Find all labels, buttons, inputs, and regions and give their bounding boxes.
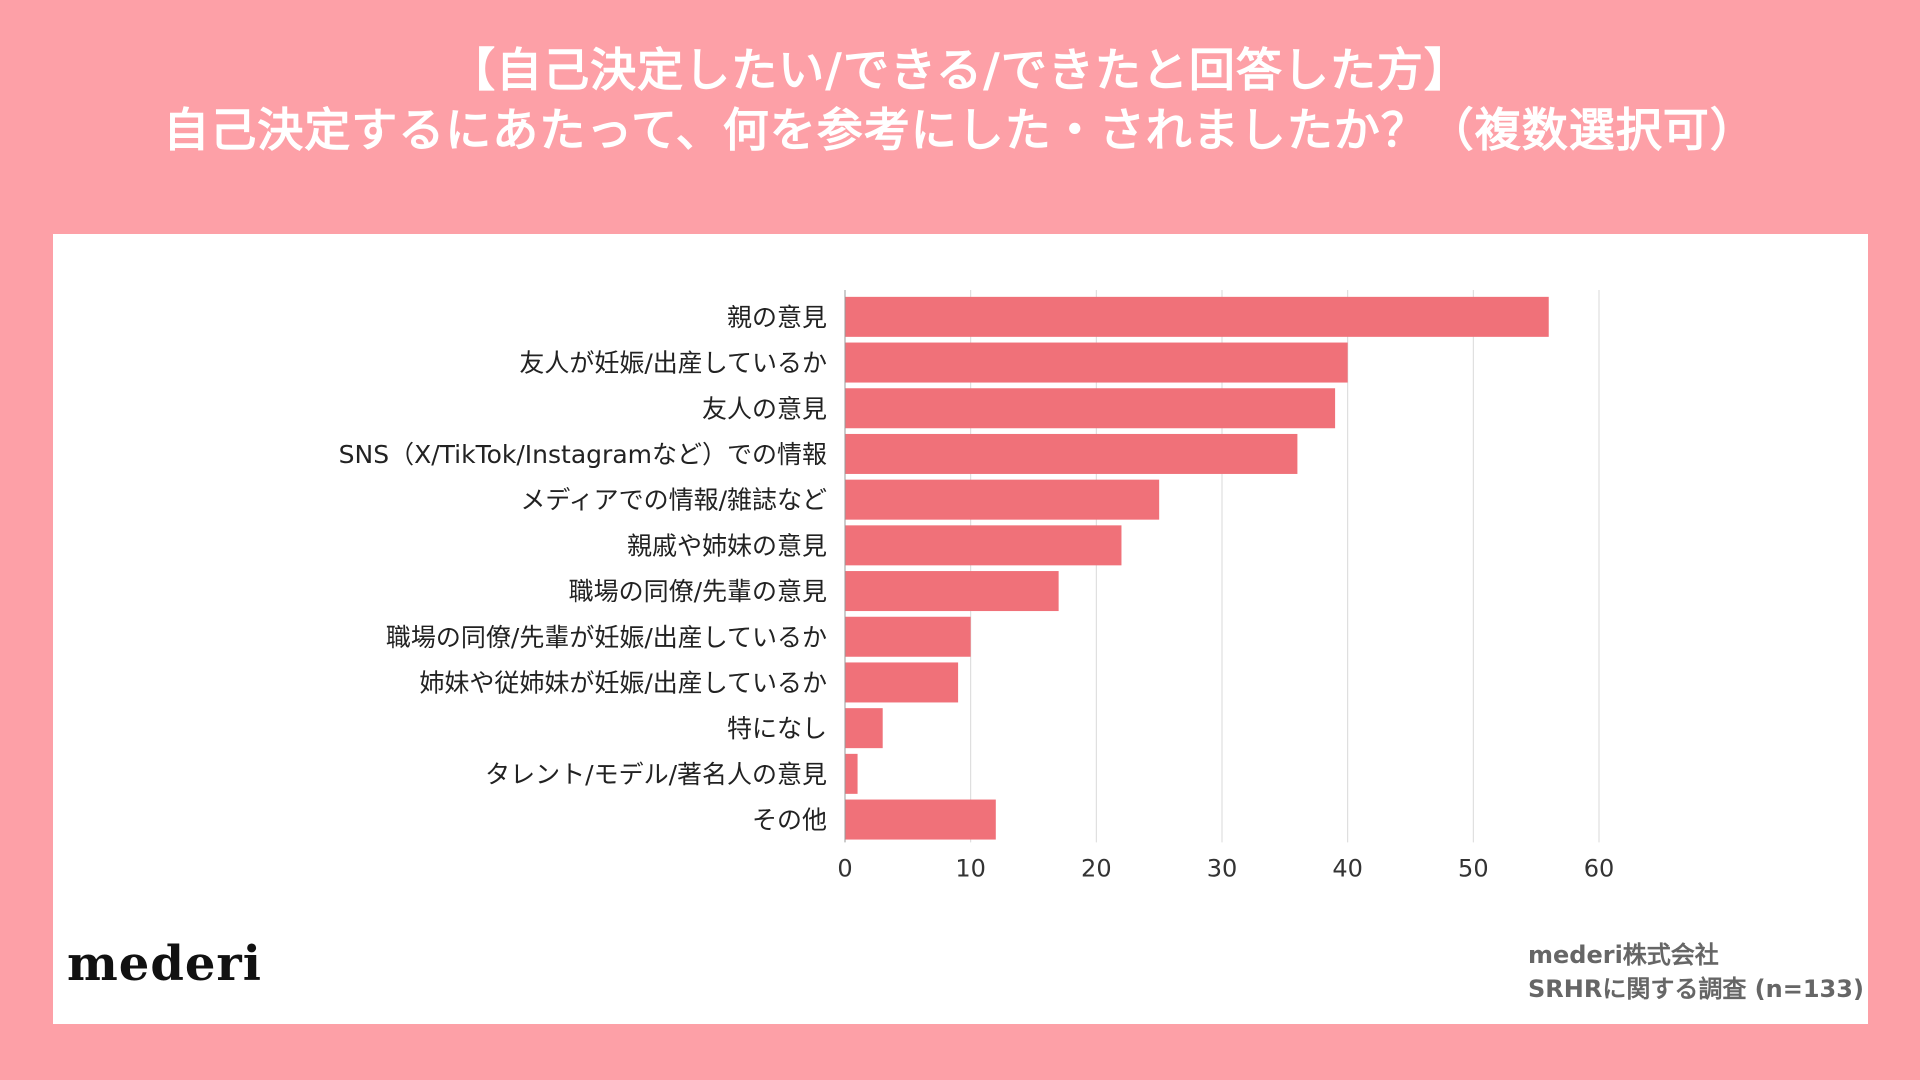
category-label: その他 [752, 806, 827, 835]
bar [845, 296, 1549, 337]
x-tick-label: 0 [837, 854, 852, 882]
title-line-2: 自己決定するにあたって、何を参考にした・されましたか？（複数選択可） [163, 103, 1757, 157]
category-label: 友人が妊娠/出産しているか [519, 349, 827, 378]
category-label: 職場の同僚/先輩が妊娠/出産しているか [386, 623, 827, 652]
source-credit: mederi株式会社 SRHRに関する調査 (n=133) [1528, 938, 1864, 1006]
chart-header: 【自己決定したい/できる/できたと回答した方】 自己決定するにあたって、何を参考… [0, 40, 1920, 160]
bar [845, 662, 959, 703]
category-label: SNS（X/TikTok/Instagramなど）での情報 [339, 440, 827, 469]
bar [845, 433, 1298, 474]
mederi-logo: mederi [67, 936, 262, 992]
category-label: 友人の意見 [702, 394, 827, 423]
bar [845, 342, 1348, 383]
category-label: 親の意見 [727, 303, 827, 332]
x-tick-label: 30 [1207, 854, 1238, 882]
category-label: 姉妹や従姉妹が妊娠/出産しているか [419, 668, 827, 697]
credit-survey: SRHRに関する調査 (n=133) [1528, 975, 1864, 1003]
category-label: 特になし [727, 714, 827, 743]
x-tick-label: 50 [1458, 854, 1489, 882]
category-label: 職場の同僚/先輩の意見 [569, 577, 827, 606]
bar [845, 388, 1336, 429]
category-label: メディアでの情報/雑誌など [520, 486, 827, 515]
x-tick-label: 10 [955, 854, 986, 882]
bar [845, 799, 996, 840]
x-tick-label: 20 [1081, 854, 1112, 882]
title-line-1: 【自己決定したい/できる/できたと回答した方】 [449, 43, 1471, 97]
chart-panel: 0 10 20 30 40 50 60 親の意見友人が妊娠/出産しているか友人の意見 SNS（X… [53, 234, 1868, 1024]
x-tick-label: 60 [1584, 854, 1615, 882]
bar [845, 708, 883, 749]
category-label: タレント/モデル/著名人の意見 [485, 760, 827, 789]
bar [845, 525, 1122, 566]
bar [845, 479, 1160, 520]
bar [845, 571, 1059, 612]
category-label: 親戚や姉妹の意見 [627, 531, 827, 560]
bar [845, 616, 971, 657]
x-tick-label: 40 [1332, 854, 1363, 882]
credit-company: mederi株式会社 [1528, 941, 1719, 969]
bar [845, 753, 858, 794]
